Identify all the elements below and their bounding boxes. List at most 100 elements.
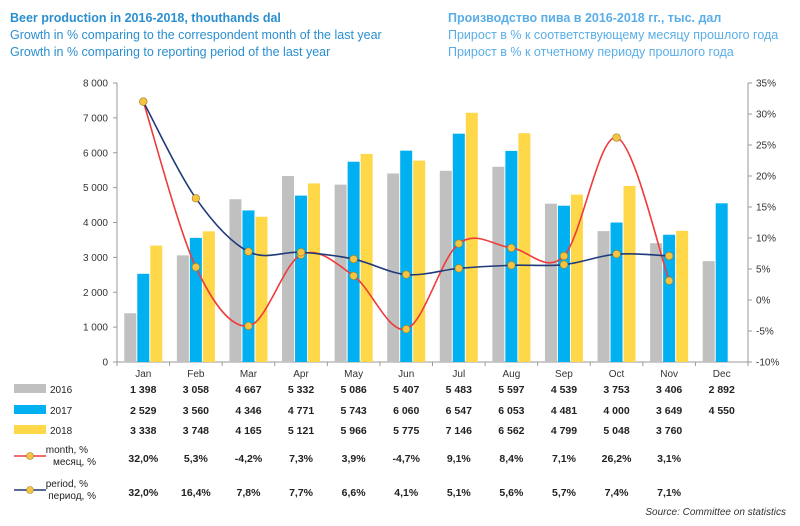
right-tick-label: 5%	[756, 265, 771, 276]
table-cell: 4 165	[235, 425, 261, 437]
table-cell: 2 892	[709, 384, 735, 396]
month-growth-point	[402, 325, 411, 334]
table-cell: 3,1%	[657, 453, 682, 465]
bar-2018	[465, 112, 478, 362]
table-cell: 26,2%	[602, 453, 632, 465]
x-tick-label: May	[344, 369, 363, 380]
header-en: Beer production in 2016-2018, thouthands…	[10, 10, 382, 61]
bar-2018	[518, 133, 531, 362]
left-tick-label: 2 000	[83, 288, 108, 299]
bar-2018	[570, 194, 583, 362]
period-growth-point	[612, 250, 621, 259]
bar-2016	[229, 199, 242, 362]
table-cell: 5,3%	[184, 453, 209, 465]
chart-title-en: Beer production in 2016-2018, thouthands…	[10, 11, 281, 25]
bar-2018	[413, 160, 426, 362]
x-tick-label: Oct	[609, 369, 625, 380]
legend-swatch-marker	[26, 452, 34, 460]
table-cell: 7,8%	[236, 487, 261, 499]
x-tick-label: Mar	[240, 369, 258, 380]
legend-label-2017: 2017	[50, 406, 73, 417]
table-cell: 2 529	[130, 405, 156, 417]
table-cell: 5 048	[603, 425, 629, 437]
table-cell: 3 560	[183, 405, 209, 417]
table-cell: 6 060	[393, 405, 419, 417]
table-cell: 7,1%	[552, 453, 577, 465]
bar-2018	[360, 153, 373, 362]
bar-2018	[202, 231, 215, 362]
right-tick-label: 15%	[756, 203, 776, 214]
x-tick-label: Apr	[293, 369, 309, 380]
bar-2016	[544, 203, 557, 362]
right-tick-label: 10%	[756, 234, 776, 245]
month-growth-point	[244, 321, 253, 331]
legend-label-2018: 2018	[50, 426, 73, 437]
table-cell: 3 406	[656, 384, 682, 396]
table-cell: 3 748	[183, 425, 209, 437]
bar-2016	[439, 170, 452, 362]
bar-2016	[387, 173, 400, 362]
period-growth-point	[349, 254, 358, 264]
bar-2016	[650, 243, 663, 362]
month-growth-point	[665, 276, 674, 285]
bar-2018	[255, 216, 268, 362]
legend-label-line1: period, %	[46, 479, 88, 490]
bar-2017	[505, 150, 518, 362]
table-cell: 5 483	[446, 384, 472, 396]
table-cell: 7,3%	[289, 453, 314, 465]
left-tick-label: 8 000	[83, 79, 108, 90]
table-cell: 7,4%	[605, 487, 630, 499]
table-cell: 3 338	[130, 425, 156, 437]
chart-subtitle-en-2: Growth in % comparing to reporting perio…	[10, 45, 331, 59]
left-tick-label: 7 000	[83, 113, 108, 124]
header-ru: Производство пива в 2016-2018 гг., тыс. …	[448, 10, 778, 61]
left-tick-label: 5 000	[83, 183, 108, 194]
right-tick-label: 25%	[756, 141, 776, 152]
bar-2017	[715, 203, 728, 362]
table-cell: 5 407	[393, 384, 419, 396]
left-tick-label: 3 000	[83, 253, 108, 264]
table-cell: 5,1%	[447, 487, 472, 499]
x-tick-label: Dec	[713, 369, 731, 380]
month-growth-point	[349, 271, 358, 280]
table-cell: 5 966	[340, 425, 366, 437]
table-cell: 32,0%	[128, 487, 158, 499]
chart-title-ru: Производство пива в 2016-2018 гг., тыс. …	[448, 11, 722, 25]
legend-swatch-2016	[14, 384, 46, 393]
source-note: Source: Committee on statistics	[645, 507, 786, 518]
bar-2017	[452, 133, 465, 362]
bar-2016	[492, 166, 505, 362]
bar-2016	[176, 255, 189, 362]
bar-2016	[124, 313, 137, 362]
right-tick-label: 20%	[756, 172, 776, 183]
table-cell: 9,1%	[447, 453, 472, 465]
table-cell: 7,7%	[289, 487, 314, 499]
table-cell: 3,9%	[342, 453, 367, 465]
chart-subtitle-en-1: Growth in % comparing to the corresponde…	[10, 28, 382, 42]
chart-subtitle-ru-2: Прирост в % к отчетному периоду прошлого…	[448, 45, 734, 59]
table-cell: 5,6%	[499, 487, 524, 499]
table-cell: -4,2%	[235, 453, 263, 465]
bar-2017	[400, 150, 413, 362]
bar-2017	[663, 234, 676, 362]
x-tick-label: Aug	[502, 369, 520, 380]
table-cell: 4 000	[603, 405, 629, 417]
table-cell: 5 775	[393, 425, 419, 437]
legend-label-line1: month, %	[46, 445, 88, 456]
left-tick-label: 4 000	[83, 218, 108, 229]
table-cell: 7 146	[446, 425, 472, 437]
right-tick-label: -10%	[756, 358, 779, 369]
table-cell: 4 667	[235, 384, 261, 396]
table-cell: 4,1%	[394, 487, 419, 499]
table-cell: 6 053	[498, 405, 524, 417]
legend-swatch-2018	[14, 425, 46, 434]
period-growth-point	[139, 97, 148, 106]
left-tick-label: 1 000	[83, 323, 108, 334]
table-cell: 6,6%	[342, 487, 367, 499]
right-tick-label: 35%	[756, 79, 776, 90]
left-tick-label: 0	[102, 358, 108, 369]
left-tick-label: 6 000	[83, 148, 108, 159]
month-growth-point	[191, 263, 200, 272]
month-growth-point	[507, 243, 516, 253]
